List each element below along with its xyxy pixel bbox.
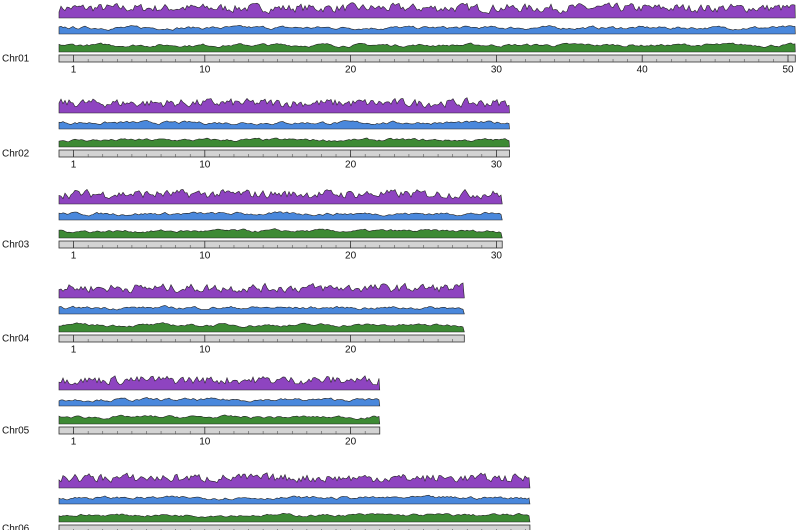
tick-label: 50 <box>782 65 794 76</box>
chromosome-label: Chr04 <box>2 334 30 345</box>
tick-label: 20 <box>345 251 357 262</box>
chromosome-label: Chr02 <box>2 149 30 160</box>
chromosome-label: Chr06 <box>2 524 30 530</box>
density-track <box>58 120 510 130</box>
density-track <box>58 137 510 148</box>
ruler <box>58 524 531 530</box>
tick-label: 20 <box>345 160 357 171</box>
density-track <box>58 25 796 35</box>
chromosome-label: Chr03 <box>2 240 30 251</box>
tick-label: 20 <box>345 345 357 356</box>
tick-label: 1 <box>71 437 77 448</box>
tick-label: 20 <box>345 65 357 76</box>
density-track <box>58 228 503 239</box>
tick-label: 10 <box>199 437 211 448</box>
density-track <box>58 322 465 333</box>
tick-label: 30 <box>491 160 503 171</box>
tick-label: 1 <box>71 65 77 76</box>
tick-label: 1 <box>71 160 77 171</box>
density-track <box>58 42 796 53</box>
chromosome-label: Chr01 <box>2 54 30 65</box>
tick-label: 40 <box>637 65 649 76</box>
density-track <box>58 512 531 523</box>
density-track <box>58 282 465 299</box>
density-track <box>58 2 796 19</box>
density-track <box>58 375 381 391</box>
tick-label: 1 <box>71 251 77 262</box>
tick-label: 10 <box>199 251 211 262</box>
density-track <box>58 188 503 205</box>
tick-label: 1 <box>71 345 77 356</box>
density-track <box>58 494 531 505</box>
ruler <box>58 149 510 158</box>
density-track <box>58 97 510 114</box>
density-track <box>58 305 465 315</box>
tick-label: 10 <box>199 65 211 76</box>
tick-label: 30 <box>491 65 503 76</box>
density-track <box>58 414 381 425</box>
density-track <box>58 397 381 407</box>
ruler <box>58 334 465 343</box>
density-track <box>58 211 503 221</box>
tick-label: 10 <box>199 160 211 171</box>
density-track <box>58 472 531 489</box>
chromosome-label: Chr05 <box>2 426 30 437</box>
ruler <box>58 54 796 63</box>
tick-label: 10 <box>199 345 211 356</box>
tick-label: 20 <box>345 437 357 448</box>
ruler <box>58 240 503 249</box>
tick-label: 30 <box>491 251 503 262</box>
